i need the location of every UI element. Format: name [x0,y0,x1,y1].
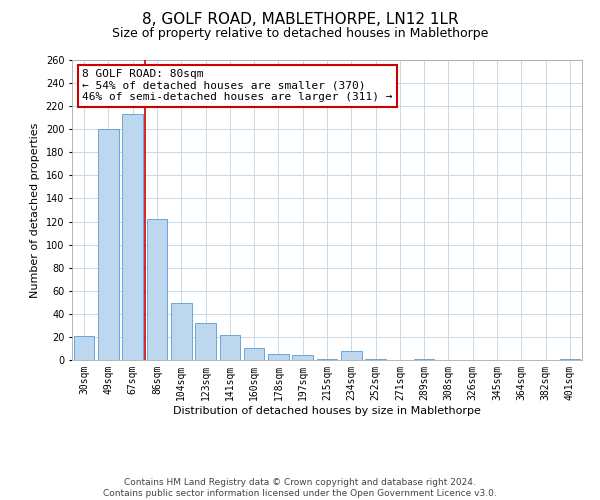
Bar [317,359,337,360]
Bar [365,359,386,360]
Bar [292,356,313,360]
X-axis label: Distribution of detached houses by size in Mablethorpe: Distribution of detached houses by size … [173,406,481,415]
Text: Size of property relative to detached houses in Mablethorpe: Size of property relative to detached ho… [112,28,488,40]
Bar [560,359,580,360]
Bar [122,114,143,360]
Text: 8 GOLF ROAD: 80sqm
← 54% of detached houses are smaller (370)
46% of semi-detach: 8 GOLF ROAD: 80sqm ← 54% of detached hou… [82,69,392,102]
Bar [146,219,167,360]
Bar [414,359,434,360]
Bar [171,304,191,360]
Bar [341,351,362,360]
Text: 8, GOLF ROAD, MABLETHORPE, LN12 1LR: 8, GOLF ROAD, MABLETHORPE, LN12 1LR [142,12,458,28]
Bar [244,348,265,360]
Bar [74,336,94,360]
Text: Contains HM Land Registry data © Crown copyright and database right 2024.
Contai: Contains HM Land Registry data © Crown c… [103,478,497,498]
Bar [195,323,216,360]
Bar [220,334,240,360]
Bar [98,129,119,360]
Y-axis label: Number of detached properties: Number of detached properties [30,122,40,298]
Bar [268,354,289,360]
